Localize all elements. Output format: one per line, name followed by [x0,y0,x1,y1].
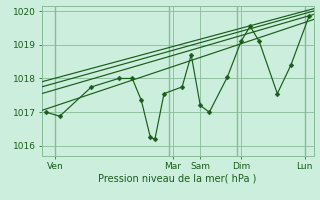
X-axis label: Pression niveau de la mer( hPa ): Pression niveau de la mer( hPa ) [99,173,257,183]
